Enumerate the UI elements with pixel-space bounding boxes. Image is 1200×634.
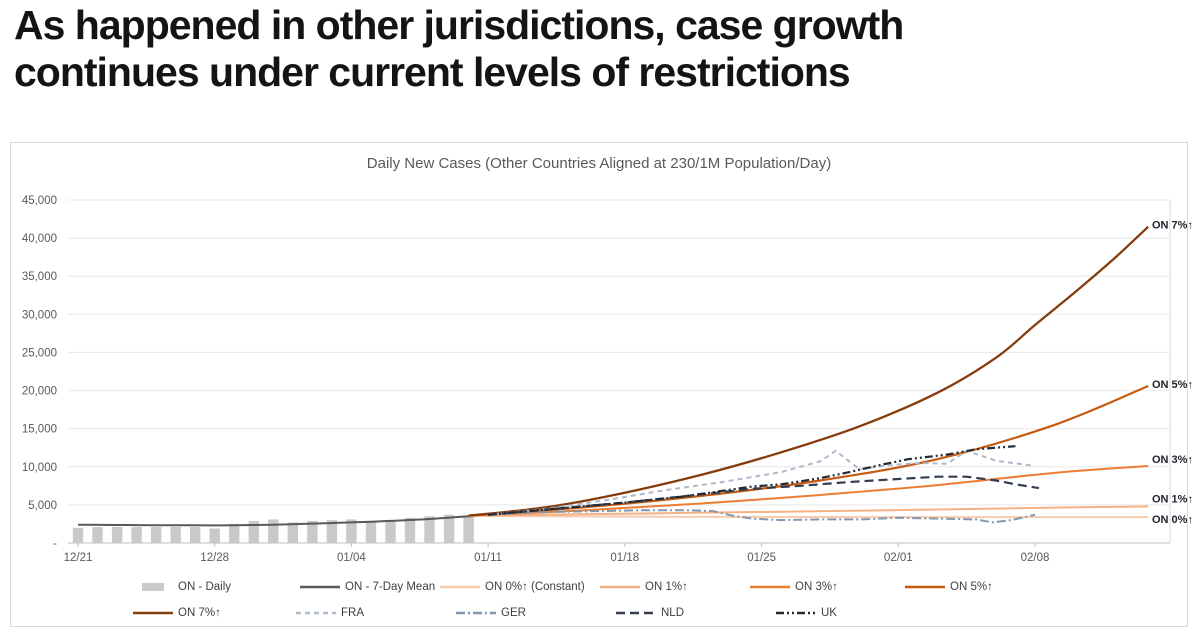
y-tick-label: 20,000 bbox=[22, 386, 57, 398]
daily-bar bbox=[190, 527, 201, 543]
x-tick-label: 02/01 bbox=[884, 552, 913, 564]
legend-label-daily: ON - Daily bbox=[178, 581, 232, 593]
legend-item-mean: ON - 7-Day Mean bbox=[300, 580, 435, 594]
legend-swatch-on1 bbox=[600, 585, 640, 589]
chart-plot: - 5,000 10,000 15,000 20,000 25,000 30,000 35,0… bbox=[22, 195, 1193, 564]
series-line-on7 bbox=[468, 225, 1149, 517]
daily-bar bbox=[209, 528, 220, 543]
legend-swatch-on0 bbox=[440, 585, 480, 589]
legend-label-uk: UK bbox=[821, 607, 837, 619]
y-tick-label: 40,000 bbox=[22, 233, 57, 245]
y-tick-label: 45,000 bbox=[22, 195, 57, 207]
x-tick-label: 01/25 bbox=[747, 552, 776, 564]
y-tick-label: 5,000 bbox=[28, 500, 57, 512]
series-line-nld bbox=[488, 475, 1040, 516]
series-line-on1 bbox=[468, 505, 1149, 517]
legend-swatch-daily bbox=[142, 583, 164, 591]
x-tick-label: 01/11 bbox=[474, 552, 502, 564]
legend-swatch-on7 bbox=[133, 611, 173, 615]
series-end-label-on7: ON 7%↑ bbox=[1152, 220, 1193, 232]
x-tick-label: 12/28 bbox=[200, 552, 229, 564]
daily-bar bbox=[268, 519, 279, 543]
series-line-mean bbox=[77, 513, 498, 527]
daily-bar bbox=[131, 527, 142, 543]
daily-bar bbox=[326, 520, 338, 543]
y-tick-label: 30,000 bbox=[22, 309, 57, 321]
daily-bar bbox=[443, 514, 455, 543]
chart-title: Daily New Cases (Other Countries Aligned… bbox=[366, 155, 832, 172]
daily-bar bbox=[365, 520, 377, 543]
series-line-on3 bbox=[468, 465, 1149, 517]
legend-item-uk: UK bbox=[776, 606, 837, 620]
x-tick-label: 12/21 bbox=[64, 552, 93, 564]
legend-item-nld: NLD bbox=[616, 606, 684, 620]
legend-label-on0: ON 0%↑ (Constant) bbox=[485, 581, 585, 593]
x-tick-label: 01/04 bbox=[337, 552, 366, 564]
chart-card: Daily New Cases (Other Countries Aligned… bbox=[10, 142, 1193, 627]
series-end-label-on1: ON 1%↑ bbox=[1152, 493, 1193, 505]
legend-item-daily: ON - Daily bbox=[133, 580, 231, 594]
y-tick-label: 15,000 bbox=[22, 424, 57, 436]
legend-item-on1: ON 1%↑ bbox=[600, 580, 688, 594]
legend-swatch-on5 bbox=[905, 585, 945, 589]
series-end-label-on5: ON 5%↑ bbox=[1152, 379, 1193, 391]
daily-bar bbox=[424, 516, 435, 543]
series-line-on5 bbox=[468, 384, 1149, 517]
slide-title-line1: As happened in other jurisdictions, case… bbox=[14, 2, 904, 48]
y-tick-label: 35,000 bbox=[22, 271, 57, 283]
y-tick-label: 25,000 bbox=[22, 347, 57, 359]
daily-bar bbox=[150, 527, 162, 543]
daily-bar bbox=[385, 520, 396, 543]
daily-bar bbox=[111, 527, 123, 543]
daily-bar bbox=[346, 519, 357, 543]
legend-item-on3: ON 3%↑ bbox=[750, 580, 838, 594]
legend-swatch-nld bbox=[616, 611, 656, 615]
daily-bar bbox=[72, 527, 84, 543]
legend-item-on7: ON 7%↑ bbox=[133, 606, 221, 620]
daily-bar bbox=[307, 520, 318, 543]
daily-bar bbox=[248, 520, 259, 543]
daily-bar bbox=[463, 517, 474, 543]
series-line-on0 bbox=[468, 514, 1149, 519]
legend-swatch-on3 bbox=[750, 585, 790, 589]
legend-item-on0: ON 0%↑ (Constant) bbox=[440, 580, 585, 594]
legend-label-on5: ON 5%↑ bbox=[950, 581, 993, 593]
legend-label-on1: ON 1%↑ bbox=[645, 581, 688, 593]
legend-bar-swatch bbox=[142, 583, 164, 591]
series-line-fra bbox=[487, 449, 1036, 516]
legend-label-ger: GER bbox=[501, 607, 526, 619]
daily-bar bbox=[170, 527, 181, 543]
legend-item-ger: GER bbox=[456, 606, 526, 620]
daily-bar bbox=[229, 523, 240, 543]
legend-item-fra: FRA bbox=[296, 606, 364, 620]
series-line-uk bbox=[488, 445, 1016, 516]
daily-bar bbox=[404, 517, 416, 543]
series-end-label-on0: ON 0%↑ bbox=[1152, 514, 1193, 526]
slide-title: As happened in other jurisdictions, case… bbox=[14, 2, 1164, 96]
legend-label-fra: FRA bbox=[341, 607, 364, 619]
daily-bar bbox=[287, 522, 298, 543]
slide-title-line2: continues under current levels of restri… bbox=[14, 49, 851, 95]
x-tick-label: 02/08 bbox=[1021, 552, 1050, 564]
legend-label-nld: NLD bbox=[661, 607, 685, 619]
x-tick-label: 01/18 bbox=[610, 552, 639, 564]
legend-label-on3: ON 3%↑ bbox=[795, 581, 838, 593]
legend-swatch-ger bbox=[456, 611, 496, 615]
legend-swatch-mean bbox=[300, 585, 340, 589]
legend-item-on5: ON 5%↑ bbox=[905, 580, 993, 594]
y-tick-label: - bbox=[53, 538, 57, 550]
legend-swatch-uk bbox=[776, 611, 816, 615]
legend-swatch-fra bbox=[296, 611, 336, 615]
series-line-ger bbox=[488, 509, 1036, 524]
legend-label-on7: ON 7%↑ bbox=[178, 607, 221, 619]
y-tick-label: 10,000 bbox=[22, 462, 57, 474]
legend-label-mean: ON - 7-Day Mean bbox=[345, 581, 436, 593]
series-end-label-on3: ON 3%↑ bbox=[1152, 454, 1193, 466]
daily-bar bbox=[92, 527, 103, 543]
